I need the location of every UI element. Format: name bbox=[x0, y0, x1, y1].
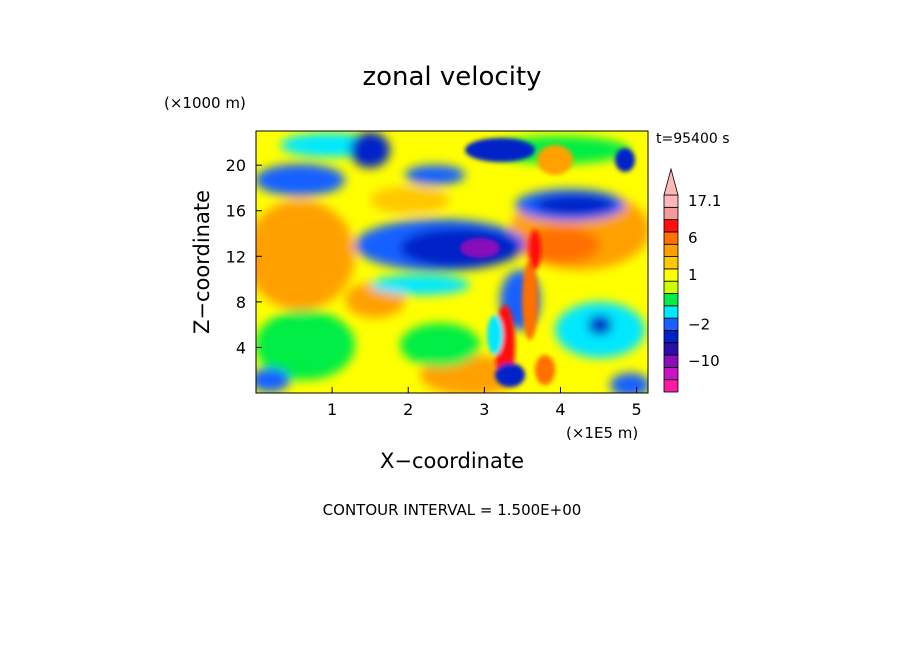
field-region bbox=[256, 200, 355, 310]
field-region bbox=[460, 238, 500, 258]
field-region bbox=[535, 355, 555, 385]
colorbar-swatch bbox=[663, 219, 679, 233]
y-axis-label: Z−coordinate bbox=[190, 190, 214, 334]
colorbar-swatch bbox=[663, 194, 679, 208]
x-tick-label: 5 bbox=[631, 400, 641, 419]
x-axis-ticks: 1 2 3 4 5 bbox=[327, 387, 642, 419]
field-region bbox=[495, 363, 525, 387]
colorbar-swatch bbox=[663, 268, 679, 282]
field-region bbox=[615, 148, 635, 172]
x-scale-label: (×1E5 m) bbox=[566, 424, 638, 442]
field-region bbox=[610, 373, 648, 393]
colorbar-label: 17.1 bbox=[688, 192, 721, 210]
field-region bbox=[256, 368, 290, 392]
field-region bbox=[465, 138, 535, 162]
colorbar-swatch bbox=[663, 366, 679, 381]
colorbar-swatch bbox=[663, 280, 679, 294]
colorbar-arrow bbox=[663, 167, 679, 196]
field-region bbox=[350, 132, 390, 168]
colorbar-swatch bbox=[663, 354, 679, 368]
field-region bbox=[405, 165, 465, 185]
colorbar-swatch bbox=[663, 342, 679, 356]
chart-title: zonal velocity bbox=[362, 62, 541, 92]
y-tick-label: 4 bbox=[236, 338, 246, 357]
y-tick-label: 12 bbox=[226, 247, 246, 266]
x-tick-label: 3 bbox=[479, 400, 489, 419]
x-axis-label: X−coordinate bbox=[380, 449, 524, 473]
colorbar-swatch bbox=[663, 379, 679, 393]
colorbar-swatch bbox=[663, 317, 679, 331]
y-axis-ticks: 4 8 12 16 20 bbox=[226, 156, 262, 357]
field-region bbox=[529, 230, 541, 270]
colorbar-label: −10 bbox=[688, 352, 720, 370]
y-tick-label: 8 bbox=[236, 293, 246, 312]
field-region bbox=[256, 310, 355, 380]
colorbar-swatch bbox=[663, 206, 679, 221]
x-tick-label: 1 bbox=[327, 400, 337, 419]
colorbar-swatch bbox=[663, 293, 679, 307]
field-details bbox=[460, 138, 635, 387]
colorbar-label: −2 bbox=[688, 315, 710, 333]
contour-interval-text: CONTOUR INTERVAL = 1.500E+00 bbox=[323, 501, 582, 519]
field-region bbox=[588, 315, 612, 335]
field-region bbox=[522, 260, 538, 340]
y-tick-label: 16 bbox=[226, 202, 246, 221]
field-region bbox=[370, 275, 470, 295]
colorbar-label: 6 bbox=[688, 229, 698, 247]
plot-frame bbox=[255, 130, 649, 394]
colorbar-label: 1 bbox=[688, 266, 698, 284]
field-region bbox=[256, 164, 345, 196]
x-tick-label: 2 bbox=[403, 400, 413, 419]
field-region bbox=[537, 145, 573, 175]
field-region bbox=[370, 186, 450, 214]
colorbar-swatch bbox=[663, 256, 679, 270]
colorbar-swatch bbox=[663, 243, 679, 257]
y-scale-label: (×1000 m) bbox=[164, 94, 246, 112]
field-region bbox=[487, 315, 503, 355]
y-tick-label: 20 bbox=[226, 156, 246, 175]
time-label: t=95400 s bbox=[656, 131, 730, 147]
colorbar-swatch bbox=[663, 330, 679, 344]
field-region bbox=[400, 323, 480, 367]
colorbar-swatch bbox=[663, 231, 679, 245]
velocity-field bbox=[256, 131, 648, 393]
x-tick-label: 4 bbox=[555, 400, 565, 419]
colorbar-swatch bbox=[663, 305, 679, 319]
colorbar: −10 −2 1 6 17.1 bbox=[663, 167, 721, 393]
field-region bbox=[535, 195, 615, 215]
